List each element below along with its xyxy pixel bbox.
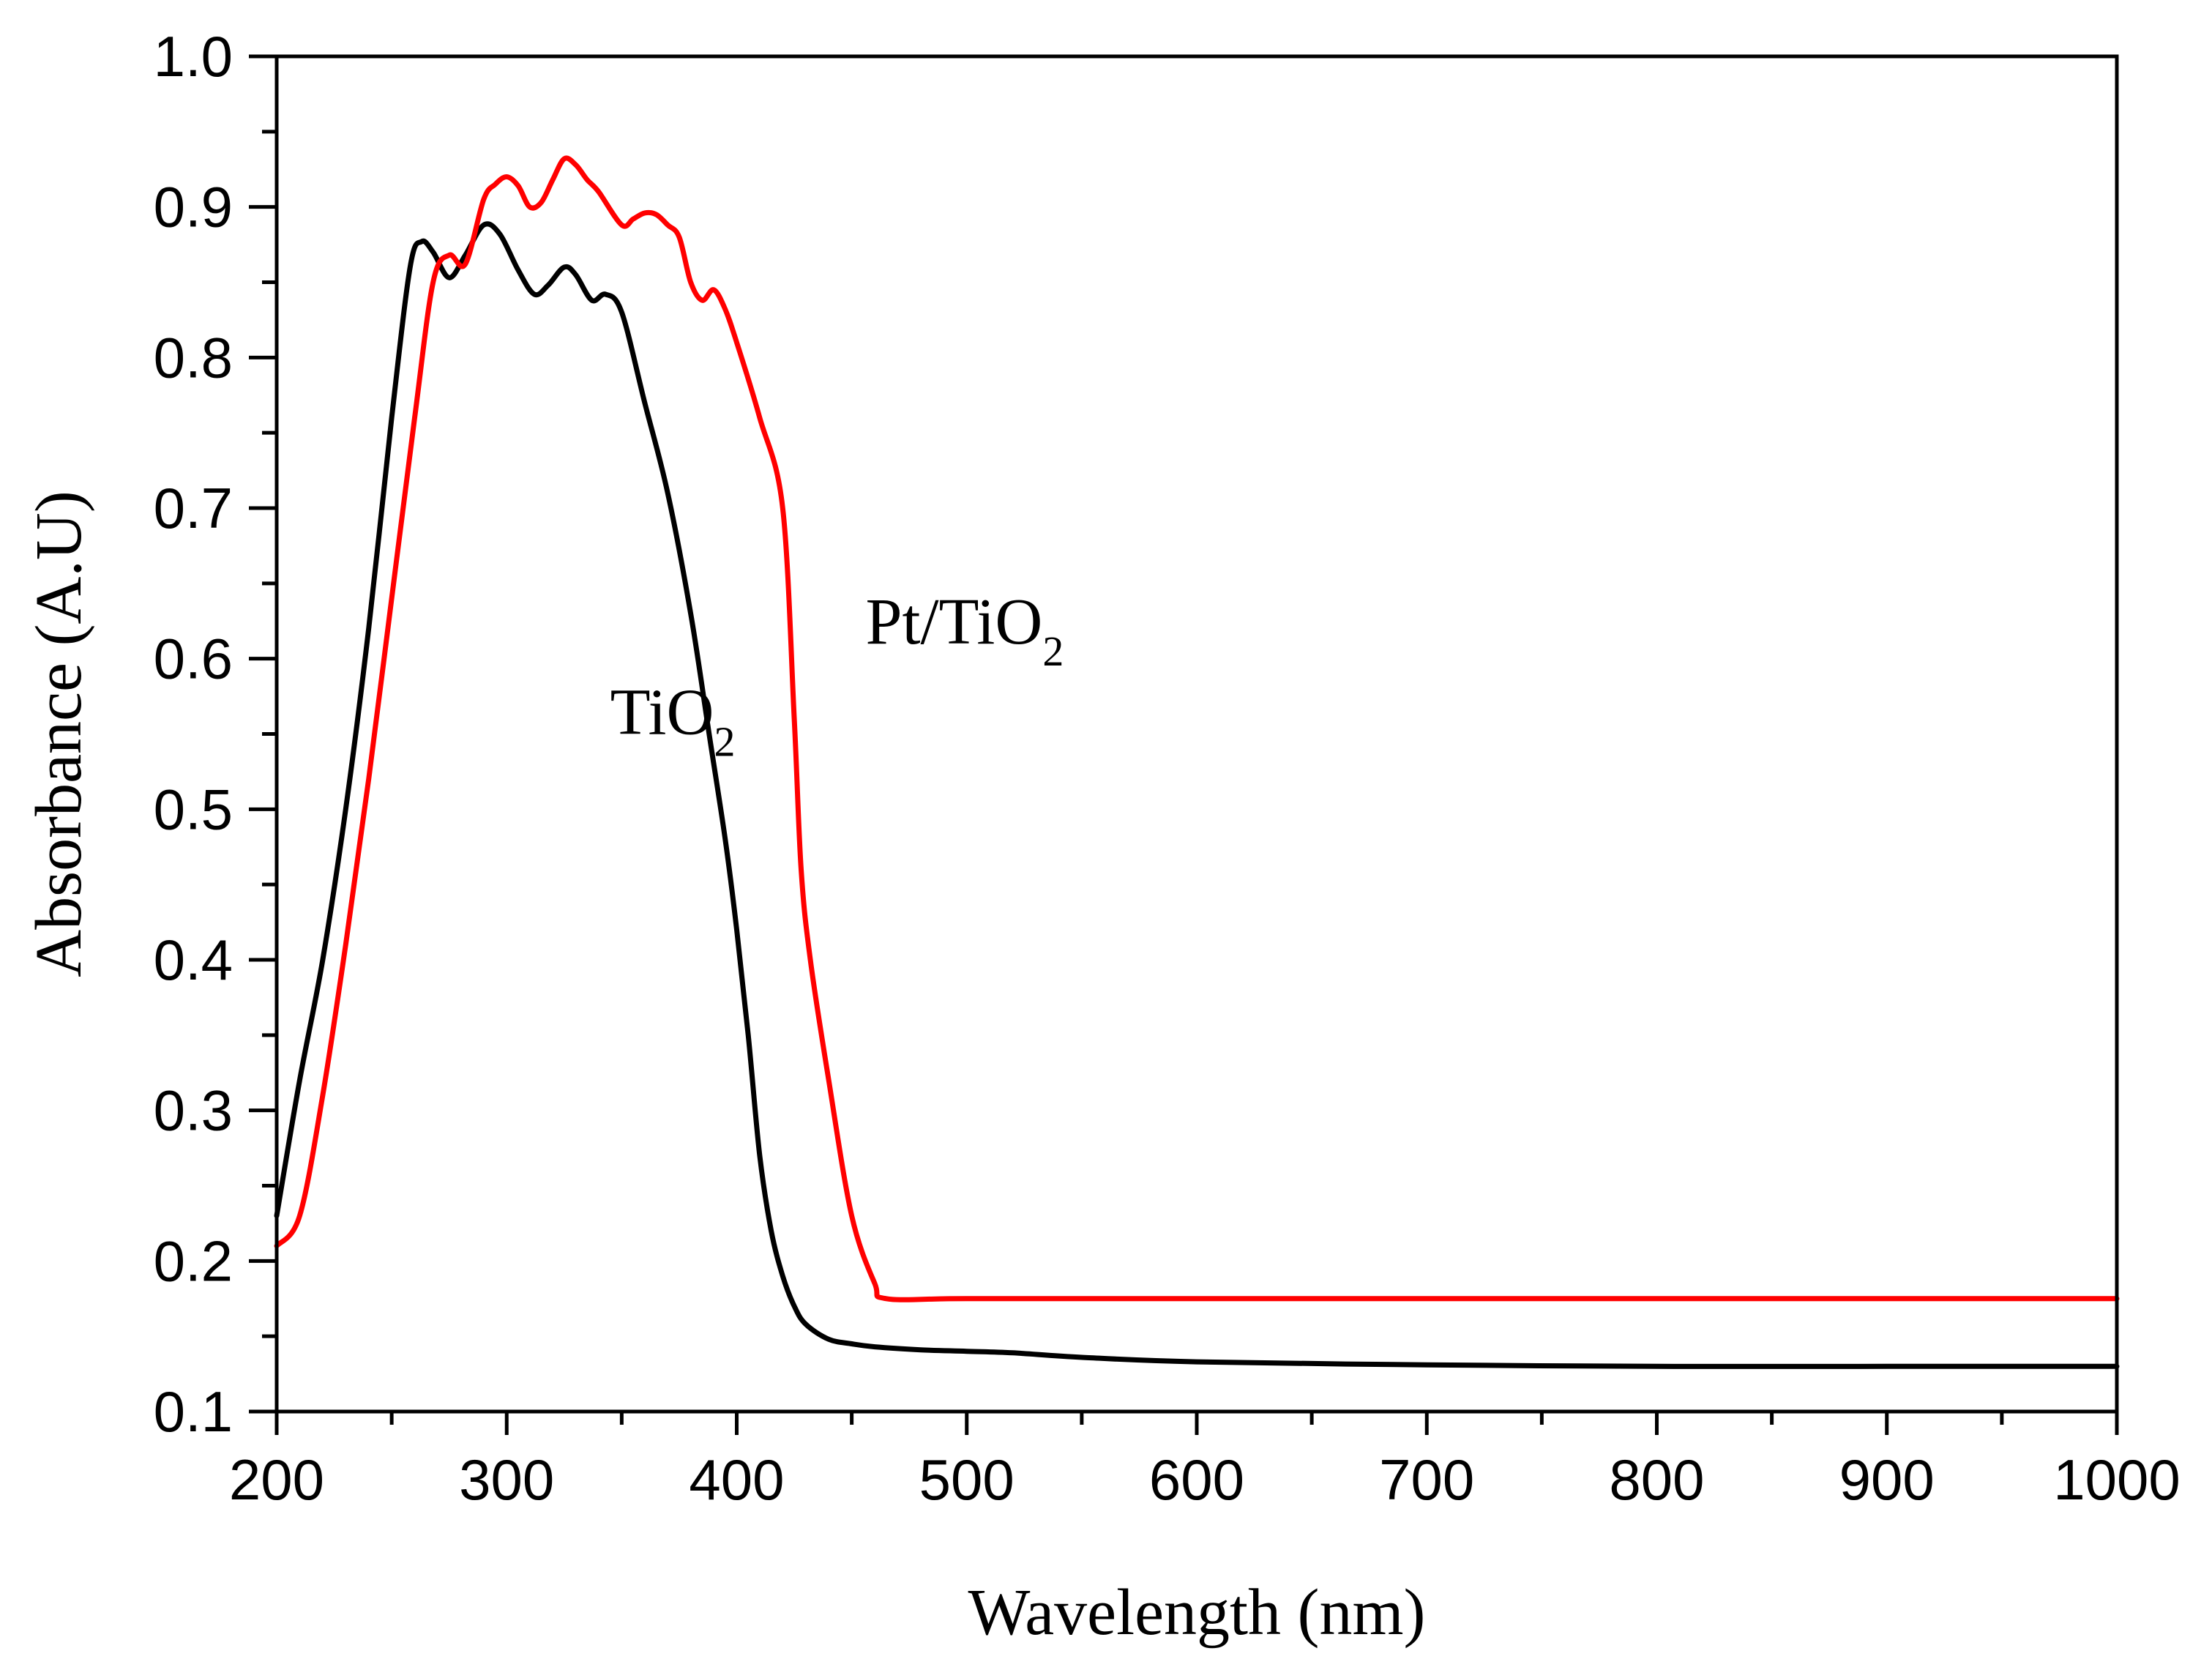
x-tick-label: 600 xyxy=(1149,1447,1244,1512)
y-tick-label: 0.2 xyxy=(154,1229,233,1293)
y-tick-label: 0.5 xyxy=(154,777,233,841)
series-label-main: TiO xyxy=(610,676,714,749)
x-tick-label: 700 xyxy=(1379,1447,1474,1512)
x-tick-label: 800 xyxy=(1609,1447,1704,1512)
y-tick-label: 0.6 xyxy=(154,627,233,691)
y-axis-title: Absorbance (A.U) xyxy=(23,491,95,977)
y-tick-label: 0.7 xyxy=(154,476,233,540)
y-tick-label: 1.0 xyxy=(154,24,233,89)
plot-frame xyxy=(274,54,2119,1414)
y-tick-label: 0.1 xyxy=(154,1379,233,1444)
x-tick-label: 1000 xyxy=(2053,1447,2181,1512)
series-label-tio2: TiO2 xyxy=(610,676,736,766)
y-tick-label: 0.9 xyxy=(154,175,233,239)
x-axis-title: Wavelength (nm) xyxy=(968,1576,1425,1649)
x-tick-label: 300 xyxy=(459,1447,554,1512)
series-label-subscript: 2 xyxy=(1042,627,1064,675)
axis-ticks xyxy=(249,54,2119,1435)
x-tick-label: 400 xyxy=(689,1447,784,1512)
series-label-pt-tio2: Pt/TiO2 xyxy=(865,586,1064,675)
x-tick-label: 200 xyxy=(229,1447,324,1512)
series-line-pt-tio2 xyxy=(274,155,2120,1302)
x-tick-label: 500 xyxy=(919,1447,1015,1512)
x-tick-label: 900 xyxy=(1839,1447,1935,1512)
series-line-tio2 xyxy=(274,221,2120,1369)
series-label-subscript: 2 xyxy=(714,718,735,766)
series-lines xyxy=(274,155,2120,1369)
y-tick-label: 0.8 xyxy=(154,325,233,389)
series-label-main: Pt/TiO xyxy=(865,586,1042,658)
y-tick-label: 0.3 xyxy=(154,1078,233,1143)
y-tick-label: 0.4 xyxy=(154,928,233,992)
y-tick-labels: 0.1 0.2 0.3 0.4 0.5 0.6 0.7 0.8 0.9 1.0 xyxy=(154,24,233,1444)
x-tick-labels: 200 300 400 500 600 700 800 900 1000 xyxy=(229,1447,2181,1512)
